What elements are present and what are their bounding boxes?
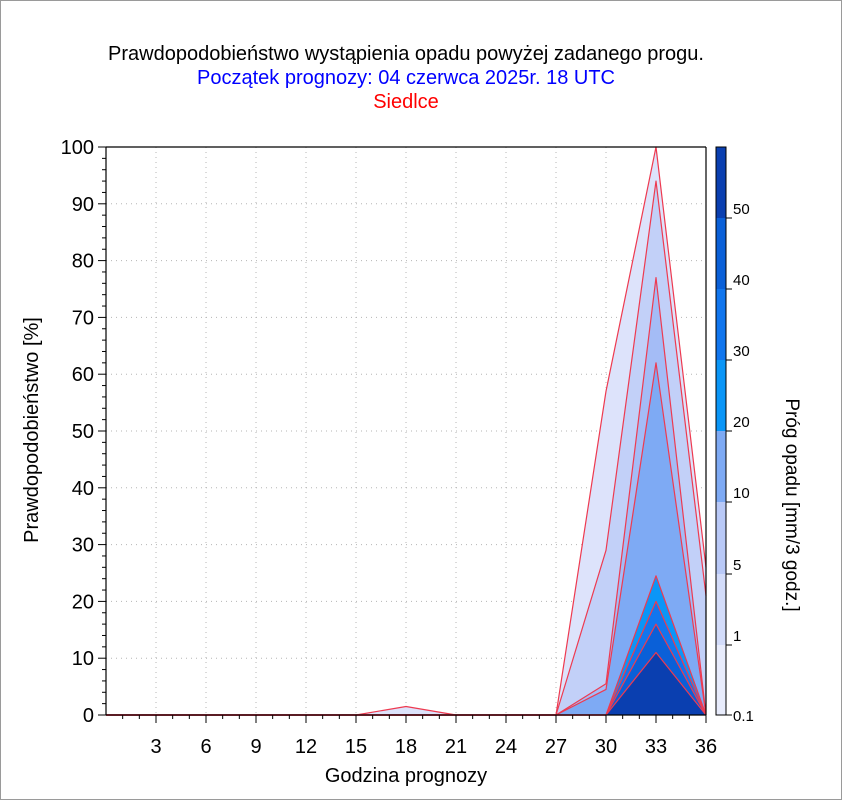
chart-subtitle: Początek prognozy: 04 czerwca 2025r. 18 …: [197, 67, 615, 89]
colorbar-segment-0-1: [716, 645, 726, 715]
x-tick-label: 6: [200, 736, 211, 758]
x-tick-label: 21: [445, 736, 467, 758]
y-tick-label: 20: [72, 591, 94, 613]
colorbar-tick-label: 10: [733, 485, 750, 502]
y-tick-label: 100: [61, 137, 94, 159]
colorbar-tick-label: 0.1: [733, 708, 754, 725]
x-tick-label: 3: [150, 736, 161, 758]
y-tick-label: 10: [72, 648, 94, 670]
colorbar-segment-5: [716, 502, 726, 574]
y-tick-label: 50: [72, 421, 94, 443]
colorbar-tick-label: 1: [733, 628, 741, 645]
colorbar-segment-10: [716, 431, 726, 502]
x-tick-label: 24: [495, 736, 517, 758]
colorbar-segment-40: [716, 218, 726, 289]
y-tick-label: 70: [72, 307, 94, 329]
x-tick-label: 27: [545, 736, 567, 758]
x-tick-label: 30: [595, 736, 617, 758]
y-tick-label: 0: [83, 705, 94, 727]
x-tick-label: 15: [345, 736, 367, 758]
x-tick-label: 9: [250, 736, 261, 758]
colorbar-tick-label: 5: [733, 557, 741, 574]
colorbar-tick-label: 50: [733, 201, 750, 218]
x-tick-label: 18: [395, 736, 417, 758]
x-tick-label: 33: [645, 736, 667, 758]
chart-location: Siedlce: [373, 91, 439, 113]
colorbar-segment-30: [716, 289, 726, 360]
colorbar-tick-label: 30: [733, 343, 750, 360]
colorbar-segment-1: [716, 574, 726, 645]
x-tick-label: 36: [695, 736, 717, 758]
y-tick-label: 60: [72, 364, 94, 386]
colorbar-tick-label: 20: [733, 414, 750, 431]
y-tick-label: 30: [72, 535, 94, 557]
colorbar-tick-label: 40: [733, 272, 750, 289]
colorbar: 0.1 1 5 10 20 30 40 50: [715, 146, 754, 725]
colorbar-segment-20: [716, 360, 726, 431]
chart-title: Prawdopodobieństwo wystąpienia opadu pow…: [108, 43, 704, 65]
y-tick-label: 80: [72, 251, 94, 273]
y-axis-label: Prawdopodobieństwo [%]: [21, 317, 43, 543]
y-tick-label: 40: [72, 478, 94, 500]
x-tick-label: 12: [295, 736, 317, 758]
area-threshold-50: [106, 652, 706, 715]
colorbar-segment-50: [716, 147, 726, 218]
y-tick-label: 90: [72, 194, 94, 216]
colorbar-label: Próg opadu [mm/3 godz.]: [781, 398, 802, 611]
x-axis-label: Godzina prognozy: [325, 765, 487, 787]
